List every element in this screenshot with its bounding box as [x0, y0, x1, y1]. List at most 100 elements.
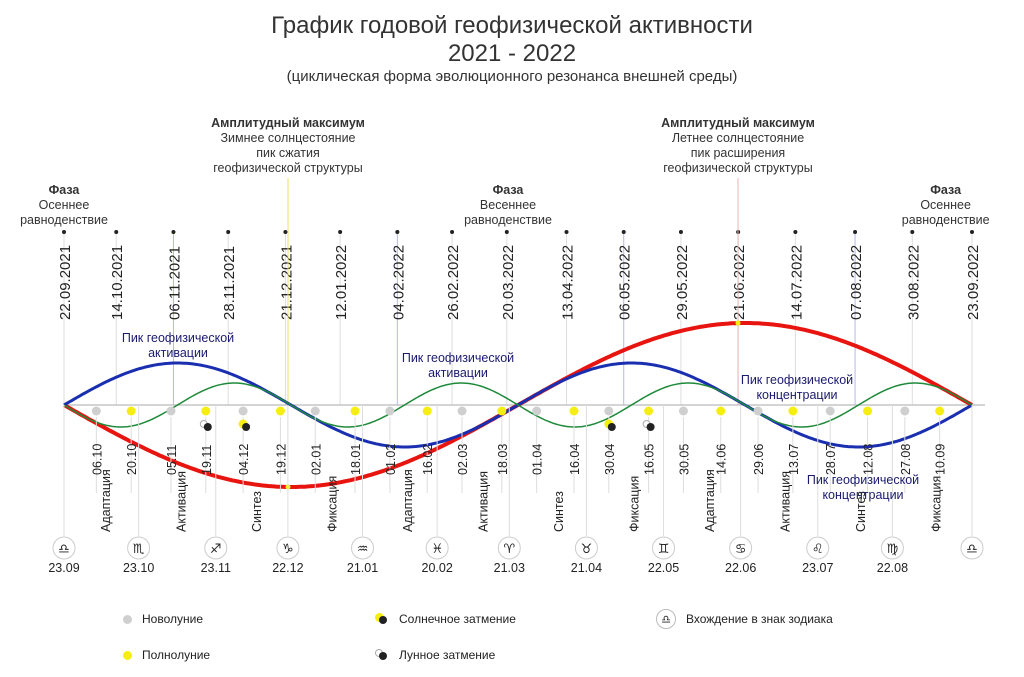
zodiac-circle [127, 536, 151, 560]
zodiac-date-label: 21.01 [347, 561, 378, 575]
solar-eclipse-icon [375, 613, 389, 625]
date-marker-dot [226, 230, 231, 234]
date-marker-dot [338, 230, 343, 234]
full-moon-marker [497, 406, 507, 416]
legend-label: Лунное затмение [399, 648, 496, 662]
zodiac-date-label: 23.11 [201, 561, 231, 575]
new-moon-marker [166, 406, 176, 416]
new-moon-marker [385, 406, 395, 416]
new-moon-marker [457, 406, 467, 416]
top-date-label: 12.01.2022 [333, 245, 350, 320]
new-moon-marker [532, 406, 542, 416]
lunar-eclipse-marker [203, 423, 212, 431]
zodiac-date-label: 22.05 [648, 561, 679, 575]
full-moon-marker [350, 406, 360, 416]
chart-title: График годовой геофизической активности [271, 12, 753, 39]
phase-label: Синтез [552, 491, 566, 532]
moon-date-label: 19.11 [200, 445, 214, 475]
top-date-label: 23.09.2022 [965, 245, 982, 320]
top-date-label: 07.08.2022 [848, 245, 865, 320]
zodiac-circle [652, 536, 676, 560]
moon-date-label: 16.04 [568, 444, 582, 475]
full-moon-marker [716, 406, 726, 416]
top-date-label: 21.06.2022 [731, 245, 748, 320]
date-marker-dot [62, 230, 66, 234]
date-marker-dot [504, 230, 509, 234]
moon-date-label: 02.03 [456, 444, 470, 475]
full-moon-marker [422, 406, 432, 416]
phase-label: Активация [175, 471, 189, 532]
zodiac-date-label: 21.03 [494, 561, 525, 575]
moon-date-label: 10.09 [934, 444, 948, 475]
zodiac-sign-icon: ♑ [282, 542, 294, 557]
zodiac-sign-icon: ♈ [503, 542, 515, 557]
phase-label: Адаптация [703, 469, 717, 532]
zodiac-circle [729, 536, 753, 560]
annotation-autumn-equinox-right: Фаза Осеннее равноденствие [901, 183, 990, 227]
top-date-label: 20.03.2022 [500, 245, 517, 320]
new-moon-marker [238, 406, 248, 416]
legend-label: Вхождение в знак зодиака [686, 612, 833, 626]
moon-date-label: 06.10 [90, 444, 104, 475]
new-moon-icon [123, 614, 132, 624]
legend-label: Новолуние [142, 612, 203, 626]
date-marker-dot [853, 230, 858, 234]
moon-date-label: 30.05 [677, 444, 691, 475]
top-date-label: 06.11.2021 [166, 246, 183, 320]
moon-date-label: 20.10 [125, 444, 139, 475]
zodiac-circle [204, 536, 228, 560]
moon-date-label: 19.12 [274, 444, 288, 475]
phase-label: Синтез [250, 491, 264, 532]
zodiac-circle [960, 536, 984, 560]
moon-date-label: 16.05 [643, 444, 657, 475]
lunar-eclipse-icon [375, 649, 389, 661]
moon-date-label: 04.12 [237, 444, 251, 475]
full-moon-marker [569, 406, 579, 416]
solar-eclipse-marker [242, 423, 251, 431]
annotation-winter-solstice: Амплитудный максимум Зимнее солнцестояние… [211, 116, 365, 175]
chart-years: 2021 - 2022 [447, 40, 577, 67]
zodiac-circle [497, 536, 521, 560]
top-date-label: 21.12.2021 [278, 245, 295, 320]
top-date-label: 13.04.2022 [560, 245, 577, 320]
phase-label: Фиксация [326, 476, 340, 532]
zodiac-sign-icon: ♍ [887, 542, 899, 557]
moon-date-label: 01.04 [531, 444, 545, 475]
moon-date-label: 28.07 [824, 444, 838, 475]
top-date-label: 29.05.2022 [674, 245, 691, 320]
zodiac-circle [425, 536, 449, 560]
new-moon-marker [753, 406, 763, 416]
zodiac-sign-icon: ♊ [658, 542, 670, 557]
new-moon-marker [825, 406, 835, 416]
full-moon-marker [863, 406, 873, 416]
moon-date-label: 01.02 [384, 444, 398, 475]
top-date-label: 26.02.2022 [445, 245, 462, 320]
zodiac-sign-icon: ♒ [357, 542, 369, 557]
date-marker-dot [450, 230, 455, 234]
top-date-label: 14.10.2021 [109, 245, 126, 320]
annotation-autumn-equinox-left: Фаза Осеннее равноденствие [20, 183, 108, 227]
moon-date-label: 02.01 [309, 444, 323, 475]
zodiac-sign-icon: ♉ [581, 542, 593, 557]
new-moon-marker [91, 406, 101, 416]
chart-subtitle: (циклическая форма эволюционного резонан… [286, 68, 738, 85]
zodiac-sign-icon: ♋ [735, 542, 747, 557]
moon-date-label: 13.07 [787, 444, 801, 475]
new-moon-marker [900, 406, 910, 416]
zodiac-date-label: 22.06 [725, 561, 756, 575]
phase-label: Фиксация [930, 476, 944, 532]
top-date-label: 22.09.2021 [57, 245, 74, 320]
new-moon-marker [310, 406, 320, 416]
annotation-concentration-peak-1: Пик геофизической концентрации [740, 373, 854, 402]
top-date-label: 04.02.2022 [390, 245, 407, 320]
phase-label: Синтез [854, 491, 868, 532]
curve-quarterly [63, 382, 973, 428]
zodiac-circle [276, 536, 300, 560]
date-marker-dot [114, 230, 119, 234]
new-moon-marker [678, 406, 688, 416]
zodiac-sign-icon: ♎ [58, 542, 70, 557]
phase-label: Активация [779, 471, 793, 532]
legend-label: Солнечное затмение [399, 612, 516, 626]
zodiac-sign-icon: ♐ [210, 542, 222, 557]
